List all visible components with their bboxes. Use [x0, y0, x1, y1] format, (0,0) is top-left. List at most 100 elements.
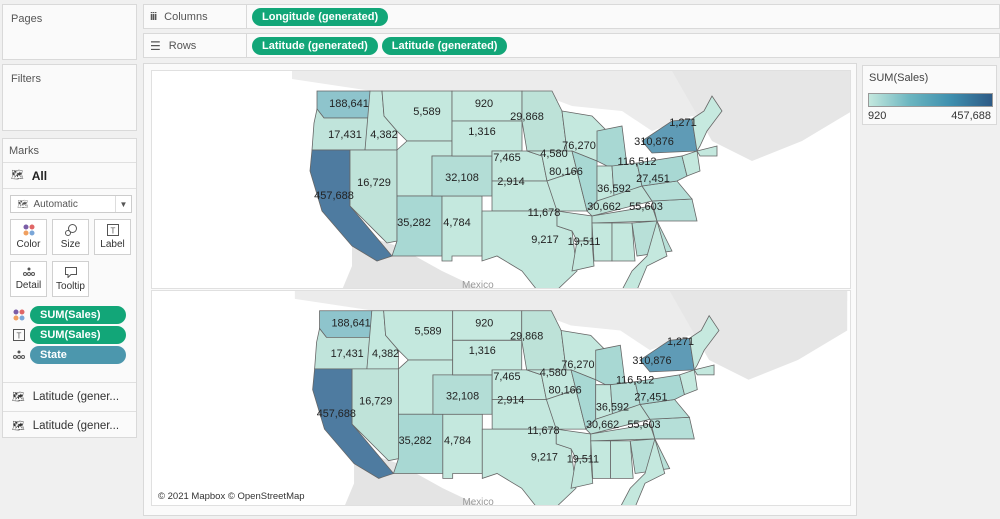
detail-button[interactable]: Detail [10, 261, 47, 297]
svg-text:188,641: 188,641 [332, 318, 371, 330]
us-map-top[interactable]: Mexico [152, 71, 851, 289]
color-legend[interactable]: SUM(Sales) 920 457,688 [862, 65, 997, 125]
state-value-labels: 188,641 17,431 457,688 4,382 5,589 16,72… [317, 318, 694, 466]
columns-shelf[interactable]: iii Columns Longitude (generated) [143, 4, 1000, 29]
svg-text:80,166: 80,166 [549, 385, 582, 397]
pill-longitude[interactable]: Longitude (generated) [252, 7, 389, 26]
svg-text:80,166: 80,166 [549, 166, 583, 178]
svg-text:11,678: 11,678 [528, 207, 561, 219]
svg-text:457,688: 457,688 [317, 408, 356, 420]
rows-shelf[interactable]: ☰ Rows Latitude (generated) Latitude (ge… [143, 33, 1000, 58]
columns-shelf-label: iii Columns [144, 5, 247, 28]
legend-gradient [868, 93, 993, 107]
svg-text:29,868: 29,868 [510, 111, 544, 123]
svg-text:32,108: 32,108 [445, 172, 479, 184]
pill-label-sum-sales[interactable]: SUM(Sales) [30, 326, 126, 344]
svg-text:1,271: 1,271 [667, 336, 694, 348]
columns-pills: Longitude (generated) [252, 5, 389, 28]
svg-text:116,512: 116,512 [618, 156, 657, 168]
svg-text:32,108: 32,108 [446, 390, 479, 402]
map-icon: 🗺 [17, 198, 29, 209]
svg-text:920: 920 [475, 98, 493, 110]
encoding-label: T SUM(Sales) [13, 326, 126, 344]
svg-text:T: T [17, 332, 22, 341]
marks-card: Marks 🗺 All 🗺 Automatic ▼ Color Size T L… [2, 138, 137, 438]
pill-color-sum-sales[interactable]: SUM(Sales) [30, 306, 126, 324]
rows-shelf-label: ☰ Rows [144, 34, 247, 57]
map-pane-bottom[interactable]: 188,641 17,431 457,688 4,382 5,589 16,72… [151, 290, 851, 506]
pill-detail-state[interactable]: State [30, 346, 126, 364]
marks-all-tab[interactable]: 🗺 All [3, 163, 136, 189]
svg-text:16,729: 16,729 [357, 177, 391, 189]
marks-title: Marks [3, 139, 136, 163]
svg-text:19,511: 19,511 [567, 454, 599, 466]
marks-layer-latitude-2[interactable]: 🗺 Latitude (gener... [3, 411, 136, 440]
filters-title: Filters [11, 73, 41, 85]
map-pane-top[interactable]: Mexico [151, 70, 851, 289]
rows-icon: ☰ [150, 38, 161, 53]
svg-text:35,282: 35,282 [399, 435, 432, 447]
label-button[interactable]: T Label [94, 219, 131, 255]
pages-card[interactable]: Pages [2, 4, 137, 60]
encoding-color: SUM(Sales) [13, 306, 126, 324]
map-icon: 🗺 [12, 391, 25, 403]
svg-text:310,876: 310,876 [634, 136, 674, 148]
legend-max: 457,688 [951, 110, 991, 122]
svg-text:7,465: 7,465 [493, 371, 520, 383]
svg-text:27,451: 27,451 [636, 173, 670, 185]
svg-text:4,382: 4,382 [370, 129, 398, 141]
color-icon [13, 309, 25, 321]
label-icon: T [106, 224, 119, 236]
svg-text:17,431: 17,431 [331, 348, 364, 360]
svg-text:4,382: 4,382 [372, 348, 399, 360]
visualization-area: Mexico [143, 63, 857, 516]
svg-text:5,589: 5,589 [414, 325, 441, 337]
detail-icon [22, 267, 35, 276]
tooltip-button[interactable]: Tooltip [52, 261, 89, 297]
svg-text:1,316: 1,316 [469, 345, 496, 357]
svg-text:55,603: 55,603 [629, 201, 663, 213]
svg-text:9,217: 9,217 [531, 234, 559, 246]
svg-text:2,914: 2,914 [497, 394, 524, 406]
encoding-detail: State [13, 346, 126, 364]
pill-latitude-1[interactable]: Latitude (generated) [252, 36, 378, 55]
marks-layer-latitude-1[interactable]: 🗺 Latitude (gener... [3, 382, 136, 411]
legend-title: SUM(Sales) [869, 72, 929, 84]
svg-text:55,603: 55,603 [627, 419, 660, 431]
state-value-labels: 188,641 17,431 457,688 4,382 5,589 16,72… [314, 98, 697, 248]
color-icon [23, 224, 34, 236]
filters-card[interactable]: Filters [2, 64, 137, 131]
us-map-bottom[interactable]: 188,641 17,431 457,688 4,382 5,589 16,72… [152, 291, 851, 506]
svg-text:4,580: 4,580 [540, 148, 568, 160]
pill-latitude-2[interactable]: Latitude (generated) [381, 36, 508, 55]
svg-text:16,729: 16,729 [359, 395, 392, 407]
size-icon [64, 224, 77, 236]
svg-text:310,876: 310,876 [632, 355, 671, 367]
svg-text:36,592: 36,592 [596, 401, 629, 413]
svg-text:920: 920 [475, 318, 493, 330]
svg-text:2,914: 2,914 [497, 176, 525, 188]
size-button[interactable]: Size [52, 219, 89, 255]
svg-text:30,662: 30,662 [587, 201, 621, 213]
svg-text:5,589: 5,589 [413, 106, 441, 118]
color-button[interactable]: Color [10, 219, 47, 255]
svg-text:1,316: 1,316 [468, 126, 496, 138]
svg-text:T: T [110, 227, 115, 236]
map-attribution[interactable]: © 2021 Mapbox © OpenStreetMap [156, 491, 307, 502]
rows-pills: Latitude (generated) Latitude (generated… [252, 34, 508, 57]
svg-text:36,592: 36,592 [597, 183, 631, 195]
svg-text:17,431: 17,431 [328, 129, 362, 141]
svg-text:4,784: 4,784 [444, 435, 471, 447]
svg-text:457,688: 457,688 [314, 190, 354, 202]
svg-text:27,451: 27,451 [634, 391, 667, 403]
svg-text:9,217: 9,217 [531, 452, 558, 464]
svg-text:76,270: 76,270 [561, 359, 594, 371]
svg-text:1,271: 1,271 [669, 117, 697, 129]
tooltip-icon [64, 266, 77, 278]
svg-text:188,641: 188,641 [329, 98, 369, 110]
mark-type-dropdown[interactable]: 🗺 Automatic ▼ [10, 195, 132, 213]
svg-text:116,512: 116,512 [616, 375, 654, 387]
label-icon: T [13, 329, 25, 341]
svg-text:4,784: 4,784 [443, 217, 471, 229]
